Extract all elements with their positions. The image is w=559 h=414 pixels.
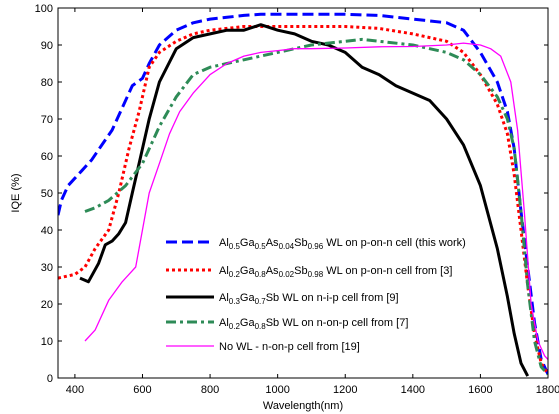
series-layer	[58, 12, 548, 377]
y-tick-label: 0	[47, 373, 53, 385]
y-tick-label: 100	[35, 3, 53, 15]
legend-label-5: No WL - n-on-p cell from [19]	[219, 341, 360, 353]
y-axis-title: IQE (%)	[10, 173, 22, 212]
x-tick-label: 1600	[468, 384, 492, 396]
legend-label-1: Al0.5Ga0.5As0.04Sb0.96 WL on p-on-n cell…	[219, 237, 466, 251]
x-tick-label: 800	[201, 384, 219, 396]
y-tick-label: 70	[41, 114, 53, 126]
y-tick-label: 80	[41, 77, 53, 89]
y-tick-label: 30	[41, 262, 53, 274]
x-tick-label: 600	[133, 384, 151, 396]
legend-label-2: Al0.2Ga0.8As0.02Sb0.98 WL on p-on-n cell…	[219, 265, 452, 279]
legend-label-3: Al0.3Ga0.7Sb WL on n-i-p cell from [9]	[219, 292, 399, 306]
y-tick-label: 40	[41, 225, 53, 237]
series-line-5	[84, 42, 548, 360]
y-tick-label: 10	[41, 336, 53, 348]
series-line-2	[58, 25, 548, 376]
series-line-3	[79, 23, 530, 377]
x-tick-label: 1400	[401, 384, 425, 396]
x-tick-label: 1800	[536, 384, 559, 396]
y-tick-label: 50	[41, 188, 53, 200]
y-tick-label: 20	[41, 299, 53, 311]
y-tick-label: 90	[41, 40, 53, 52]
x-tick-label: 1000	[265, 384, 289, 396]
legend: Al0.5Ga0.5As0.04Sb0.96 WL on p-on-n cell…	[160, 220, 466, 354]
x-axis-title: Wavelength(nm)	[263, 400, 343, 412]
y-tick-label: 60	[41, 151, 53, 163]
x-tick-label: 1200	[333, 384, 357, 396]
legend-label-4: Al0.2Ga0.8Sb WL on n-on-p cell from [7]	[219, 317, 408, 331]
ticks-layer: 400 600 800 1000 1200 1400 1600 1800 0 10 20 30 40 50…	[35, 3, 559, 396]
series-line-1	[58, 12, 548, 375]
x-tick-label: 400	[66, 384, 84, 396]
